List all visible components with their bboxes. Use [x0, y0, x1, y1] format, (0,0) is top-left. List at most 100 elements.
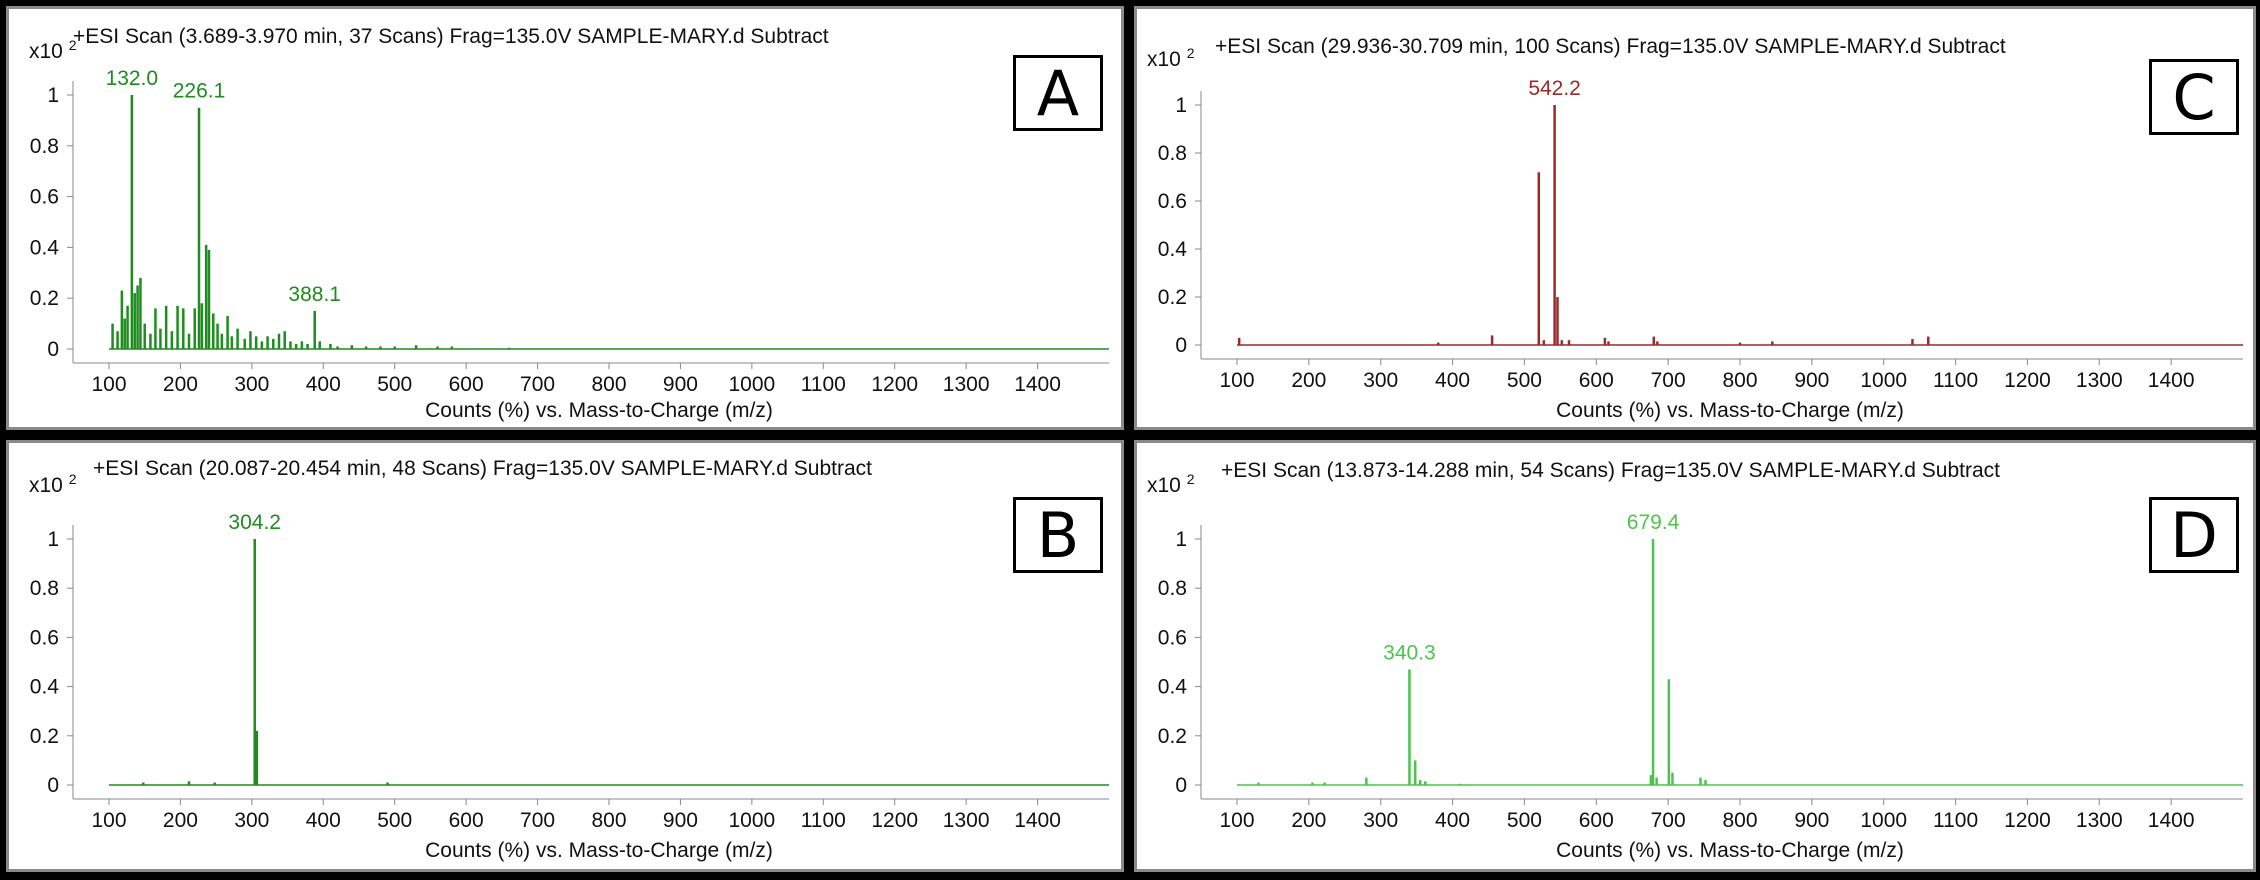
x-tick-label-c: 100 — [1219, 369, 1254, 392]
peak-label-a: 226.1 — [173, 80, 226, 103]
x-tick-label-b: 500 — [377, 809, 412, 832]
y-tick-label-c: 0.6 — [1158, 190, 1187, 213]
x-axis-label-a: Counts (%) vs. Mass-to-Charge (m/z) — [425, 399, 773, 422]
x-tick-label-c: 400 — [1435, 369, 1470, 392]
x-tick-label-a: 1200 — [871, 373, 918, 396]
x-tick-label-b: 200 — [163, 809, 198, 832]
peak-label-c: 542.2 — [1528, 77, 1581, 100]
x-tick-label-b: 400 — [306, 809, 341, 832]
x-tick-label-d: 1000 — [1860, 809, 1907, 832]
x-tick-label-c: 1400 — [2148, 369, 2195, 392]
peak-label-a: 132.0 — [106, 67, 159, 90]
y-scale-label-a: x10 2 — [29, 37, 77, 63]
x-tick-label-a: 1000 — [728, 373, 775, 396]
x-tick-label-a: 600 — [449, 373, 484, 396]
x-tick-label-b: 1400 — [1014, 809, 1061, 832]
x-tick-label-c: 300 — [1363, 369, 1398, 392]
spectrum-panel-c: 0 0.2 0.4 0.6 0.8 1 100 200 300 400 500 600 700 800 90… — [1134, 6, 2256, 430]
x-tick-label-d: 300 — [1363, 809, 1398, 832]
spectrum-panel-d: 0 0.2 0.4 0.6 0.8 1 100 200 300 400 500 600 700 800 90… — [1134, 440, 2256, 872]
x-tick-label-d: 100 — [1219, 809, 1254, 832]
x-tick-label-c: 700 — [1651, 369, 1686, 392]
x-tick-label-c: 900 — [1794, 369, 1829, 392]
spectrum-panel-a: 0 0.2 0.4 0.6 0.8 1 100 200 300 400 500 600 700 800 90… — [6, 6, 1124, 430]
x-tick-label-a: 500 — [377, 373, 412, 396]
y-tick-label-a: 1 — [47, 84, 59, 107]
x-tick-label-a: 900 — [663, 373, 698, 396]
x-tick-label-b: 100 — [91, 809, 126, 832]
y-tick-label-a: 0 — [47, 338, 59, 361]
peak-label-d: 679.4 — [1627, 511, 1680, 534]
y-tick-label-d: 0 — [1175, 774, 1187, 797]
peak-label-a: 388.1 — [288, 283, 341, 306]
x-tick-label-c: 500 — [1507, 369, 1542, 392]
x-tick-label-a: 1400 — [1014, 373, 1061, 396]
y-tick-label-c: 0 — [1175, 334, 1187, 357]
x-tick-label-d: 800 — [1722, 809, 1757, 832]
y-tick-label-b: 0.4 — [30, 676, 60, 699]
x-tick-label-a: 400 — [306, 373, 341, 396]
x-tick-label-a: 800 — [591, 373, 626, 396]
peak-label-b: 304.2 — [228, 511, 281, 534]
panel-title-a: +ESI Scan (3.689-3.970 min, 37 Scans) Fr… — [73, 25, 829, 48]
x-tick-label-b: 1200 — [871, 809, 918, 832]
x-axis-label-b: Counts (%) vs. Mass-to-Charge (m/z) — [425, 839, 773, 862]
x-axis-label-c: Counts (%) vs. Mass-to-Charge (m/z) — [1556, 399, 1904, 422]
y-tick-label-d: 0.2 — [1158, 725, 1187, 748]
x-tick-label-d: 700 — [1651, 809, 1686, 832]
panel-letter-b: B — [1013, 497, 1103, 573]
x-tick-label-c: 1300 — [2076, 369, 2123, 392]
x-tick-label-d: 1200 — [2004, 809, 2051, 832]
panel-letter-c: C — [2149, 59, 2239, 135]
x-tick-label-b: 1300 — [943, 809, 990, 832]
y-scale-label-d: x10 2 — [1147, 471, 1195, 497]
x-axis-label-d: Counts (%) vs. Mass-to-Charge (m/z) — [1556, 839, 1904, 862]
x-tick-label-c: 1000 — [1860, 369, 1907, 392]
spectrum-panel-b: 0 0.2 0.4 0.6 0.8 1 100 200 300 400 500 600 700 800 90… — [6, 440, 1124, 872]
y-tick-label-b: 1 — [47, 528, 59, 551]
y-tick-label-c: 0.4 — [1158, 238, 1188, 261]
x-tick-label-b: 700 — [520, 809, 555, 832]
peak-label-d: 340.3 — [1383, 641, 1436, 664]
y-tick-label-d: 0.6 — [1158, 626, 1187, 649]
x-tick-label-a: 1100 — [801, 373, 846, 396]
x-tick-label-a: 700 — [520, 373, 555, 396]
x-tick-label-d: 1300 — [2076, 809, 2123, 832]
x-tick-label-b: 600 — [449, 809, 484, 832]
y-scale-label-b: x10 2 — [29, 471, 77, 497]
x-tick-label-d: 600 — [1579, 809, 1614, 832]
x-tick-label-a: 200 — [163, 373, 198, 396]
x-tick-label-d: 500 — [1507, 809, 1542, 832]
panel-letter-d: D — [2149, 497, 2239, 573]
x-tick-label-c: 1200 — [2004, 369, 2051, 392]
x-tick-label-b: 300 — [234, 809, 269, 832]
y-tick-label-d: 0.4 — [1158, 676, 1188, 699]
x-tick-label-c: 200 — [1291, 369, 1326, 392]
y-tick-label-a: 0.8 — [30, 135, 59, 158]
panel-letter-a: A — [1013, 55, 1103, 131]
x-tick-label-d: 200 — [1291, 809, 1326, 832]
x-tick-label-a: 300 — [234, 373, 269, 396]
x-tick-label-a: 100 — [91, 373, 126, 396]
x-tick-label-d: 1400 — [2148, 809, 2195, 832]
x-tick-label-d: 900 — [1794, 809, 1829, 832]
panel-title-b: +ESI Scan (20.087-20.454 min, 48 Scans) … — [93, 457, 872, 480]
x-tick-label-b: 1000 — [728, 809, 775, 832]
x-tick-label-c: 1100 — [1933, 369, 1978, 392]
y-tick-label-d: 1 — [1175, 528, 1187, 551]
y-scale-label-c: x10 2 — [1147, 45, 1195, 71]
y-tick-label-a: 0.4 — [30, 236, 60, 259]
x-tick-label-d: 1100 — [1933, 809, 1978, 832]
y-tick-label-a: 0.6 — [30, 186, 59, 209]
y-tick-label-c: 0.2 — [1158, 286, 1187, 309]
y-tick-label-c: 0.8 — [1158, 142, 1187, 165]
x-tick-label-c: 600 — [1579, 369, 1614, 392]
x-tick-label-b: 900 — [663, 809, 698, 832]
x-tick-label-b: 800 — [591, 809, 626, 832]
x-tick-label-d: 400 — [1435, 809, 1470, 832]
x-tick-label-b: 1100 — [801, 809, 846, 832]
